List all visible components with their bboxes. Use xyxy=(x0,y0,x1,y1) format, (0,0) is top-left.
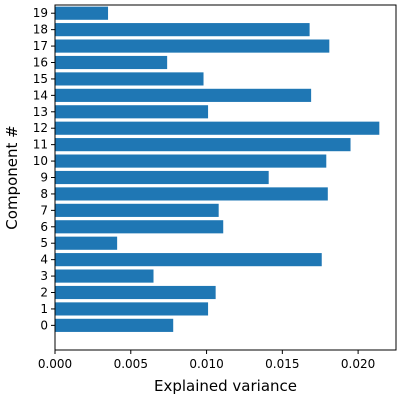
bar-component-2 xyxy=(55,285,216,300)
x-axis-label: Explained variance xyxy=(154,377,297,395)
x-axis-ticks: 0.000 0.005 0.010 0.015 0.020 xyxy=(38,350,375,371)
bar-component-5 xyxy=(55,236,118,250)
y-tick-label: 14 xyxy=(33,88,48,102)
x-tick-label: 0.000 xyxy=(38,357,72,371)
y-tick-label: 12 xyxy=(33,121,48,135)
x-tick-label: 0.005 xyxy=(114,357,148,371)
bar-component-15 xyxy=(55,72,204,86)
bar-component-12 xyxy=(55,121,380,135)
bar-component-9 xyxy=(55,170,269,185)
x-tick-label: 0.020 xyxy=(341,357,375,371)
bar-component-4 xyxy=(55,253,322,267)
bar-component-0 xyxy=(55,318,174,332)
y-tick-label: 16 xyxy=(33,56,48,70)
bar-component-1 xyxy=(55,302,209,316)
y-tick-label: 18 xyxy=(33,23,48,37)
y-tick-label: 6 xyxy=(40,220,48,234)
x-tick-label: 0.010 xyxy=(189,357,223,371)
y-tick-label: 1 xyxy=(40,302,48,316)
y-tick-label: 8 xyxy=(40,187,48,201)
bar-component-11 xyxy=(55,138,351,152)
bar-component-10 xyxy=(55,154,327,168)
y-tick-label: 11 xyxy=(33,138,48,152)
bar-component-6 xyxy=(55,220,224,234)
bar-component-14 xyxy=(55,88,312,102)
plot-frame xyxy=(54,4,397,351)
y-tick-label: 5 xyxy=(40,236,48,250)
y-tick-label: 13 xyxy=(33,105,48,119)
y-tick-label: 2 xyxy=(40,286,48,300)
y-tick-label: 7 xyxy=(40,203,48,217)
bar-component-16 xyxy=(55,55,168,70)
y-tick-label: 0 xyxy=(40,318,48,332)
y-tick-label: 19 xyxy=(33,6,48,20)
y-tick-label: 17 xyxy=(33,39,48,53)
y-axis-label: Component # xyxy=(3,125,21,229)
bars-group xyxy=(55,6,380,332)
y-tick-label: 9 xyxy=(40,171,48,185)
bar-component-13 xyxy=(55,105,209,119)
bar-component-19 xyxy=(55,6,109,20)
bar-component-8 xyxy=(55,187,328,201)
bar-component-7 xyxy=(55,203,219,217)
y-tick-label: 3 xyxy=(40,269,48,283)
bar-component-18 xyxy=(55,23,310,37)
y-tick-label: 15 xyxy=(33,72,48,86)
bar-component-17 xyxy=(55,39,330,53)
y-tick-label: 4 xyxy=(40,253,48,267)
bar-component-3 xyxy=(55,269,154,283)
y-tick-label: 10 xyxy=(33,154,48,168)
x-tick-label: 0.015 xyxy=(265,357,299,371)
